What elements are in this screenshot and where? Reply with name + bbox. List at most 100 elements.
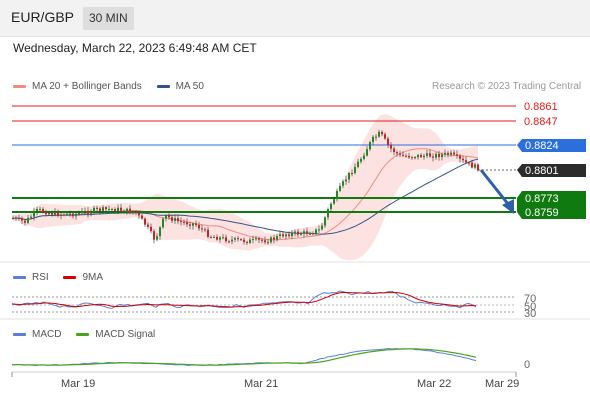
candle-body bbox=[72, 213, 74, 217]
candle-body bbox=[162, 218, 164, 228]
candle-body bbox=[468, 162, 470, 164]
candle-body bbox=[303, 231, 305, 234]
rsi-label-50: 50 bbox=[524, 301, 536, 313]
candle-body bbox=[471, 162, 473, 168]
candle-body bbox=[393, 148, 395, 153]
candle-body bbox=[207, 229, 209, 237]
candle-body bbox=[96, 207, 98, 209]
candle-body bbox=[144, 218, 146, 225]
x-label-mar19: Mar 19 bbox=[61, 378, 95, 390]
candle-body bbox=[408, 155, 410, 158]
candle-body bbox=[156, 236, 158, 240]
candle-body bbox=[99, 208, 101, 211]
candle-body bbox=[267, 242, 269, 244]
candle-body bbox=[75, 213, 77, 217]
candle-body bbox=[138, 213, 140, 216]
candle-body bbox=[447, 152, 449, 155]
candle-body bbox=[435, 153, 437, 158]
candle-body bbox=[87, 210, 89, 214]
candle-body bbox=[297, 231, 299, 235]
level-label-0.8847: 0.8847 bbox=[524, 116, 558, 128]
candle-body bbox=[285, 234, 287, 237]
candle-body bbox=[165, 215, 167, 219]
candle-body bbox=[168, 215, 170, 218]
candle-body bbox=[177, 218, 179, 222]
candle-body bbox=[69, 213, 71, 215]
candle-body bbox=[21, 218, 23, 221]
legend-label-9ma: 9MA bbox=[82, 272, 104, 283]
candle-body bbox=[375, 136, 377, 138]
level-label-0.8824: 0.8824 bbox=[525, 140, 559, 152]
candle-body bbox=[324, 217, 326, 226]
candle-body bbox=[201, 228, 203, 230]
candle-body bbox=[24, 220, 26, 223]
candle-body bbox=[18, 217, 20, 219]
legend-item-ma50: MA 50 bbox=[156, 81, 204, 92]
rsi-9ma-swatch bbox=[63, 275, 77, 279]
candle-body bbox=[306, 231, 308, 234]
header-bar: EUR/GBP 30 MIN bbox=[0, 0, 590, 37]
forecast-arrow-head bbox=[502, 199, 514, 214]
candle-body bbox=[255, 238, 257, 240]
candle-body bbox=[351, 173, 353, 175]
last-price-tag: 0.8801 bbox=[517, 164, 586, 177]
candle-body bbox=[150, 226, 152, 232]
legend-label-macd: MACD bbox=[32, 329, 62, 340]
candle-body bbox=[183, 221, 185, 223]
candle-body bbox=[276, 236, 278, 240]
candle-body bbox=[102, 207, 104, 211]
candle-body bbox=[120, 207, 122, 211]
level-label-0.8759: 0.8759 bbox=[525, 207, 559, 219]
candle-body bbox=[135, 211, 137, 214]
candle-body bbox=[60, 214, 62, 216]
candle-body bbox=[159, 227, 161, 237]
candle-body bbox=[48, 212, 50, 215]
candle-body bbox=[153, 231, 155, 240]
candle-body bbox=[339, 185, 341, 191]
candle-body bbox=[15, 217, 17, 219]
legend-label-ma20: MA 20 + Bollinger Bands bbox=[32, 81, 142, 92]
candle-body bbox=[282, 234, 284, 237]
legend-label-macd-signal: MACD Signal bbox=[95, 329, 156, 340]
candle-body bbox=[114, 208, 116, 211]
candle-body bbox=[336, 190, 338, 200]
candle-body bbox=[39, 208, 41, 210]
candle-body bbox=[366, 149, 368, 156]
candle-body bbox=[237, 238, 239, 240]
candle-body bbox=[321, 225, 323, 230]
candle-body bbox=[117, 207, 119, 211]
candle-body bbox=[33, 211, 35, 217]
candle-body bbox=[171, 217, 173, 221]
candle-body bbox=[141, 215, 143, 219]
macd-swatch bbox=[13, 332, 26, 336]
candle-body bbox=[384, 134, 386, 139]
candle-body bbox=[192, 223, 194, 226]
candle-body bbox=[348, 173, 350, 180]
candle-body bbox=[261, 239, 263, 241]
support-price-tags: 0.8773 0.8759 bbox=[517, 191, 586, 219]
candle-body bbox=[252, 238, 254, 240]
last-price-tag-background bbox=[517, 164, 586, 177]
legend-label-rsi: RSI bbox=[32, 272, 49, 283]
candlestick-series bbox=[12, 129, 479, 246]
candle-body bbox=[417, 154, 419, 158]
candle-body bbox=[231, 239, 233, 242]
timeframe-button[interactable]: 30 MIN bbox=[83, 7, 134, 30]
candle-body bbox=[429, 153, 431, 157]
candle-body bbox=[132, 211, 134, 213]
legend-item-macd-signal: MACD Signal bbox=[76, 329, 155, 340]
candle-body bbox=[27, 217, 29, 223]
candle-body bbox=[330, 203, 332, 210]
legend-item-rsi: RSI bbox=[13, 272, 49, 283]
forecast-arrow-shaft bbox=[479, 169, 510, 205]
candle-body bbox=[93, 207, 95, 213]
legend-item-macd: MACD bbox=[13, 329, 61, 340]
candle-body bbox=[309, 233, 311, 235]
candle-body bbox=[264, 240, 266, 243]
candle-body bbox=[414, 157, 416, 159]
candle-body bbox=[63, 214, 65, 216]
candle-body bbox=[357, 161, 359, 168]
candle-body bbox=[51, 212, 53, 215]
candle-body bbox=[423, 155, 425, 158]
